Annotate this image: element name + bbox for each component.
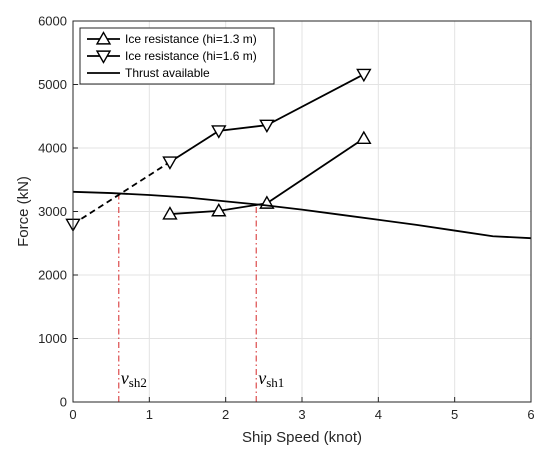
annotation-group: vsh2 vsh1 bbox=[121, 368, 284, 390]
y-tick-label: 3000 bbox=[38, 204, 67, 219]
thrust-available-line bbox=[72, 190, 532, 240]
y-tick-label: 5000 bbox=[38, 77, 67, 92]
x-tick-label: 5 bbox=[451, 407, 458, 422]
x-axis-label: Ship Speed (knot) bbox=[242, 429, 362, 446]
ice-resistance-hi-1-3-m-marker bbox=[162, 206, 178, 220]
y-axis-label: Force (kN) bbox=[15, 176, 32, 247]
y-tick-label: 0 bbox=[60, 395, 67, 410]
extrapolation-line bbox=[72, 161, 171, 225]
ice-resistance-hi-1-6-m-marker bbox=[211, 125, 227, 139]
x-tick-label: 0 bbox=[69, 407, 76, 422]
ice-resistance-hi-1-6-m-marker bbox=[356, 68, 372, 83]
speed-annotation: vsh2 bbox=[121, 368, 147, 390]
ice-resistance-hi-1-6-m-line bbox=[169, 73, 365, 163]
x-tick-label: 4 bbox=[375, 407, 382, 422]
speed-annotation: vsh1 bbox=[258, 368, 284, 390]
legend-marker bbox=[95, 50, 112, 64]
ice-resistance-hi-1-6-m-marker bbox=[259, 119, 275, 134]
x-tick-label: 1 bbox=[146, 407, 153, 422]
x-tick-label: 6 bbox=[527, 407, 534, 422]
series-group bbox=[65, 68, 532, 240]
tick-group: 0 1 2 3 4 5 6 0 1000 2000 3000 4000 5000 6000 bbox=[38, 14, 535, 423]
y-tick-label: 1000 bbox=[38, 331, 67, 346]
x-tick-label: 2 bbox=[222, 407, 229, 422]
legend: Ice resistance (hi=1.3 m) Ice resistance … bbox=[79, 27, 275, 85]
x-tick-label: 3 bbox=[298, 407, 305, 422]
y-tick-label: 2000 bbox=[38, 268, 67, 283]
speed-markers bbox=[118, 193, 257, 402]
ice-resistance-hi-1-3-m-marker bbox=[356, 130, 372, 145]
ice-resistance-hi-1-6-m-marker bbox=[162, 156, 178, 170]
y-tick-label: 6000 bbox=[38, 14, 67, 29]
legend-label: Ice resistance (hi=1.3 m) bbox=[125, 32, 257, 46]
legend-label: Thrust available bbox=[125, 66, 210, 80]
ice-resistance-hi-1-3-m-line bbox=[169, 137, 365, 215]
ice-resistance-hi-1-3-m-marker bbox=[211, 202, 227, 217]
y-tick-label: 4000 bbox=[38, 141, 67, 156]
legend-label: Ice resistance (hi=1.6 m) bbox=[125, 49, 257, 63]
legend-marker bbox=[95, 31, 112, 45]
